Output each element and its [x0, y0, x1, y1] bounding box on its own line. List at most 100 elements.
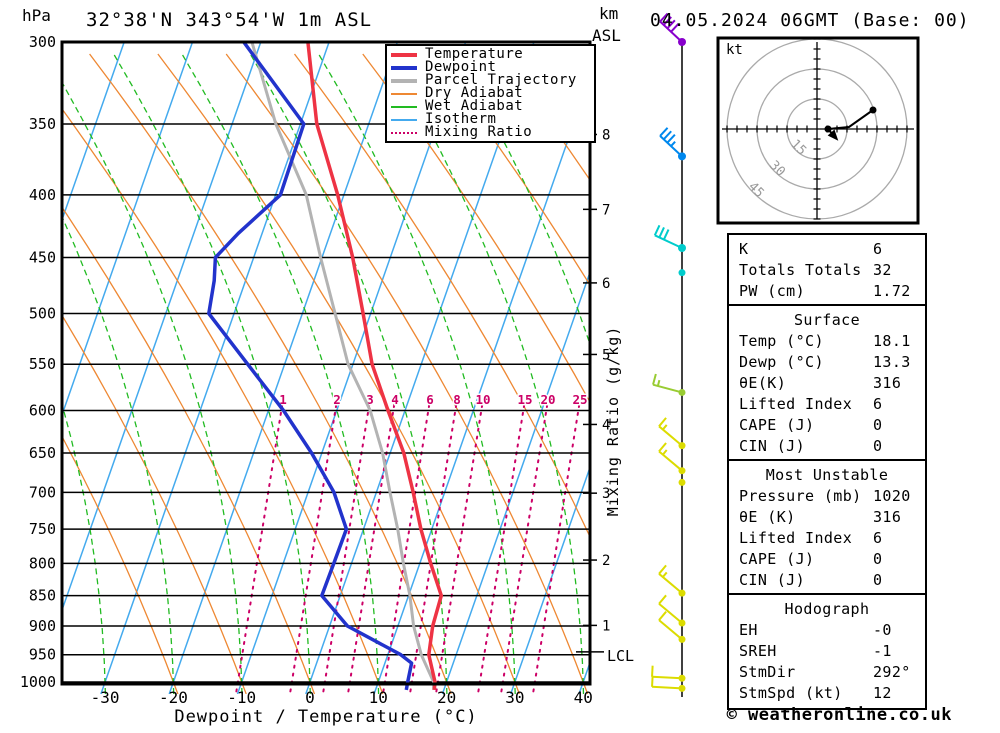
mixing-ratio-line — [321, 404, 371, 694]
temperature-tick-label: 10 — [369, 688, 388, 707]
chart-background — [62, 41, 590, 694]
stats-row: Pressure (mb) 1020 — [729, 486, 925, 507]
isotherm-line — [62, 41, 194, 418]
stats-row-label: Pressure (mb) — [739, 487, 862, 505]
mixing-ratio-value-label: 4 — [391, 392, 399, 407]
plot-border — [60, 40, 592, 686]
stats-row: CIN (J) 0 — [729, 570, 925, 591]
mixing-ratio-value-label: 20 — [540, 392, 555, 407]
mixing-ratio-value-label: 2 — [333, 392, 341, 407]
stats-box-surface: Surface Temp (°C) 18.1 Dewp (°C) 13.3 θE(K) 31… — [727, 304, 927, 463]
dry-adiabat-line — [362, 53, 590, 404]
isotherm-line — [236, 41, 467, 694]
wind-barb — [678, 478, 686, 486]
dry-adiabat-line — [62, 435, 179, 694]
km-tick-label: 1 — [602, 618, 610, 634]
legend-item: Temperature — [391, 47, 594, 61]
stats-row-value: 1.72 — [873, 282, 911, 300]
km-tick-label: 7 — [602, 202, 610, 218]
hodograph-arrowhead — [827, 129, 839, 141]
page-title: 32°38'N 343°54'W 1m ASL — [86, 9, 373, 31]
altitude-axis-unit-asl: ASL — [592, 26, 621, 45]
isotherm-line — [509, 465, 590, 694]
legend-label: Mixing Ratio — [425, 124, 533, 140]
legend-label: Dry Adiabat — [425, 85, 524, 101]
stats-row-label: PW (cm) — [739, 282, 806, 300]
stats-row-label: K — [739, 240, 749, 258]
stats-row-value: 6 — [873, 395, 883, 413]
stats-row-value: -0 — [873, 621, 892, 639]
legend-label: Dewpoint — [425, 59, 497, 75]
legend-label: Wet Adiabat — [425, 98, 524, 114]
stats-row-label: Lifted Index — [739, 529, 853, 547]
hodograph-unit-label: kt — [726, 42, 743, 58]
stats-row-label: Dewp (°C) — [739, 353, 824, 371]
stats-row: θE(K) 316 — [729, 373, 925, 394]
lcl-marker-label: LCL — [607, 647, 635, 665]
mixing-ratio-value-label: 6 — [426, 392, 434, 407]
hodograph-ring-label: 15 — [787, 137, 809, 159]
mixing-ratio-value-label: 25 — [572, 392, 587, 407]
hodograph-ring-label: 30 — [766, 158, 788, 180]
dry-adiabat-line — [430, 53, 590, 287]
stats-row-label: Lifted Index — [739, 395, 853, 413]
pressure-tick-label: 350 — [29, 115, 56, 133]
dry-adiabat-line — [62, 206, 316, 694]
legend-swatch-isotherm — [391, 118, 417, 121]
stats-row-label: SREH — [739, 642, 777, 660]
stats-row: CIN (J) 0 — [729, 436, 925, 457]
stats-row-value: 1020 — [873, 487, 911, 505]
stats-row-value: 0 — [873, 416, 883, 434]
wind-barb — [651, 675, 686, 692]
stats-row: EH -0 — [729, 620, 925, 641]
pressure-tick-label: 300 — [29, 33, 56, 51]
mixing-ratio-axis-title: Mixing Ratio (g/kg) — [604, 325, 622, 517]
legend-swatch-wet-adiabat — [391, 105, 417, 108]
stats-row-value: 292° — [873, 663, 911, 681]
stats-row: Lifted Index 6 — [729, 528, 925, 549]
stats-row-value: 316 — [873, 508, 902, 526]
temperature-tick-label: 30 — [505, 688, 524, 707]
stats-row-label: CAPE (J) — [739, 550, 815, 568]
legend-swatch-dewpoint — [391, 65, 417, 70]
stats-row: SREH -1 — [729, 641, 925, 662]
stats-row-label: CIN (J) — [739, 571, 806, 589]
stats-box-hodograph: Hodograph EH -0 SREH -1 StmDir 292° StmSpd (kt)… — [727, 593, 927, 710]
stats-row: Lifted Index 6 — [729, 394, 925, 415]
isotherm-line — [373, 74, 590, 694]
mixing-ratio-value-label: 8 — [453, 392, 461, 407]
stats-row: Dewp (°C) 13.3 — [729, 352, 925, 373]
stats-row-label: Temp (°C) — [739, 332, 824, 350]
legend-item: Dewpoint — [391, 59, 594, 75]
stats-row: Temp (°C) 18.1 — [729, 331, 925, 352]
mixing-ratio-value-label: 10 — [475, 392, 490, 407]
legend: Temperature Dewpoint Parcel Trajectory Dry … — [385, 44, 596, 143]
stats-row: CAPE (J) 0 — [729, 549, 925, 570]
isotherm-line — [100, 41, 330, 694]
isotherm-line — [168, 41, 399, 694]
mixing-ratio-value-label: 1 — [279, 392, 287, 407]
wind-barb — [658, 594, 686, 627]
mixing-ratio-value-label: 3 — [366, 392, 374, 407]
wet-adiabat-line — [113, 53, 311, 694]
km-tick-label: 5 — [602, 347, 610, 363]
pressure-tick-label: 800 — [29, 554, 56, 572]
stats-box-title: Hodograph — [784, 600, 870, 618]
stats-row-label: θE (K) — [739, 508, 796, 526]
stats-row-value: 316 — [873, 374, 902, 392]
legend-item: Wet Adiabat — [391, 98, 594, 114]
pressure-tick-label: 500 — [29, 305, 56, 323]
mixing-ratio-line — [408, 404, 458, 694]
temperature-tick-label: 0 — [305, 688, 315, 707]
temperature-tick-label: -10 — [227, 688, 256, 707]
stats-box-indices: K 6 Totals Totals 32 PW (cm) 1.72 — [727, 233, 927, 308]
mixing-ratio-value-label: 15 — [517, 392, 532, 407]
hodograph-trace-dot — [824, 125, 832, 133]
wind-barb — [651, 665, 686, 682]
dry-adiabat-line — [498, 53, 590, 182]
wet-adiabat-line — [454, 53, 590, 347]
km-tick-label: 6 — [602, 276, 610, 292]
